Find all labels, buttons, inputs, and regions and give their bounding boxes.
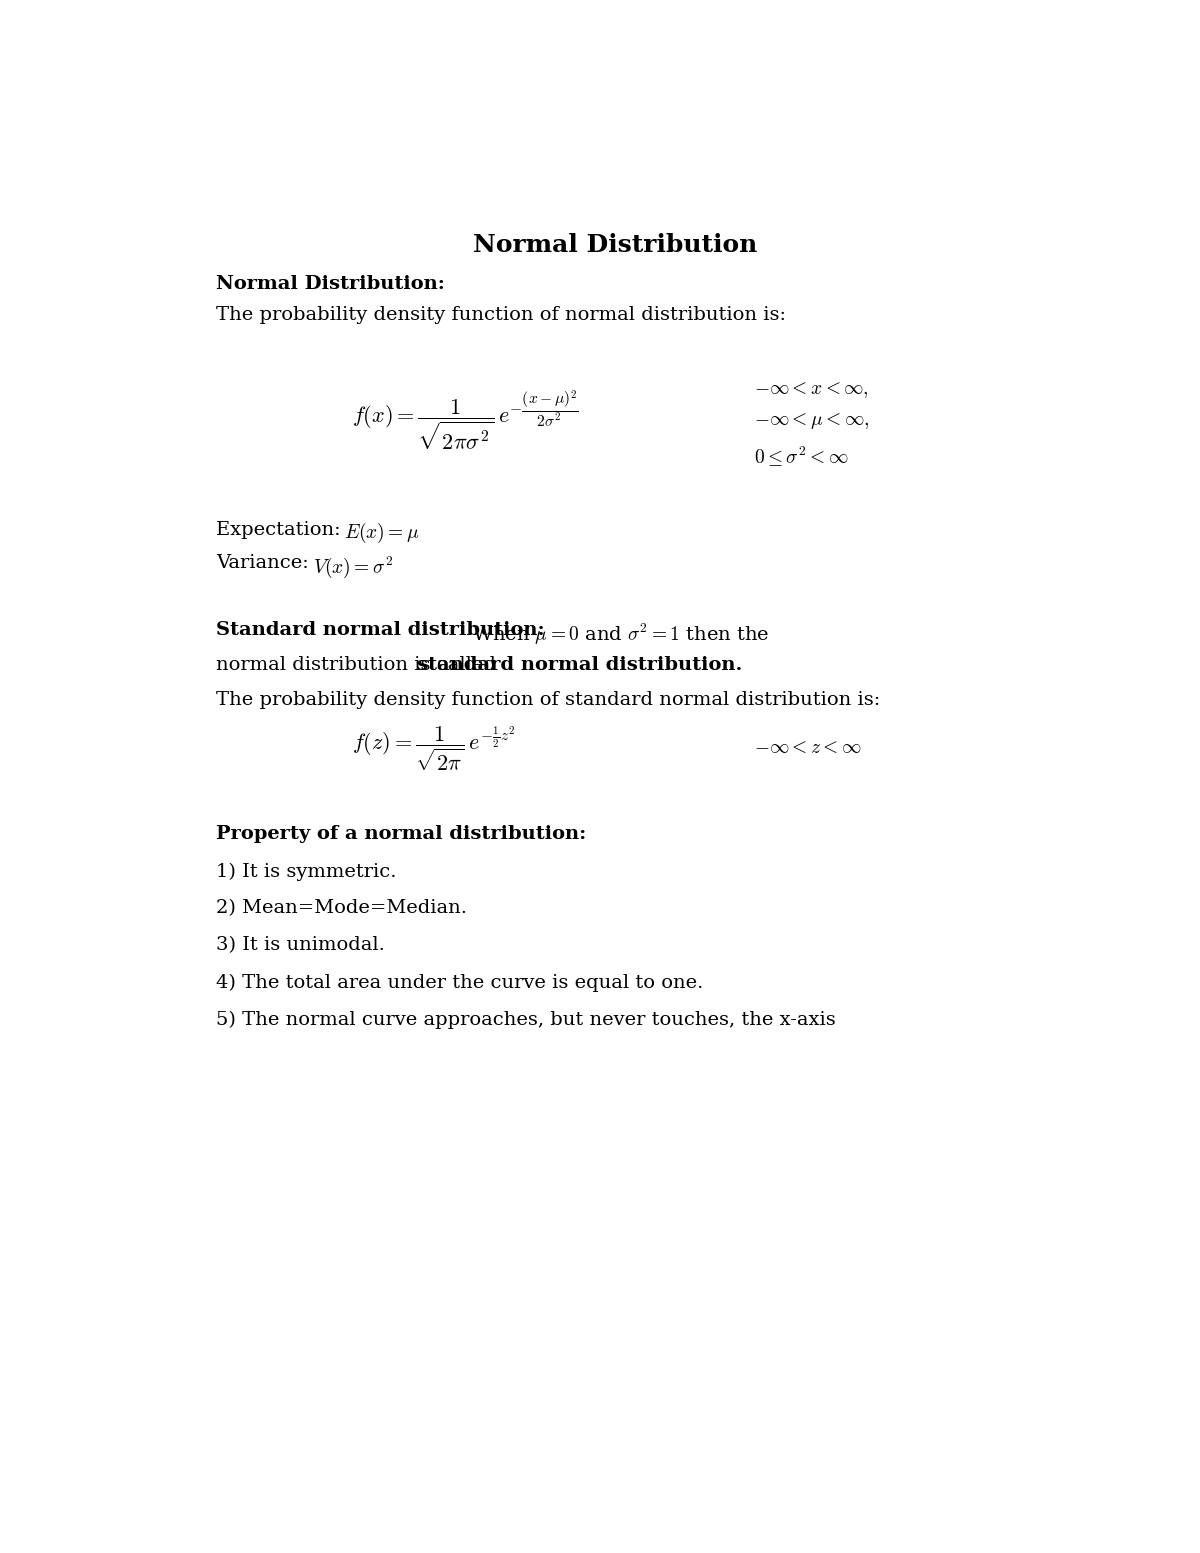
Text: Expectation:: Expectation:: [216, 522, 347, 539]
Text: $f(z) = \dfrac{1}{\sqrt{2\pi}}\,e^{-\frac{1}{2}z^2}$: $f(z) = \dfrac{1}{\sqrt{2\pi}}\,e^{-\fra…: [352, 724, 515, 773]
Text: Property of a normal distribution:: Property of a normal distribution:: [216, 826, 586, 843]
Text: Standard normal distribution:: Standard normal distribution:: [216, 621, 545, 640]
Text: The probability density function of standard normal distribution is:: The probability density function of stan…: [216, 691, 880, 708]
Text: The probability density function of normal distribution is:: The probability density function of norm…: [216, 306, 786, 323]
Text: Normal Distribution:: Normal Distribution:: [216, 275, 445, 294]
Text: When $\mu = 0$ and $\sigma^2 = 1$ then the: When $\mu = 0$ and $\sigma^2 = 1$ then t…: [472, 621, 769, 646]
Text: $f(x) = \dfrac{1}{\sqrt{2\pi\sigma^2}}\,e^{-\dfrac{(x-\mu)^2}{2\sigma^2}}$: $f(x) = \dfrac{1}{\sqrt{2\pi\sigma^2}}\,…: [352, 390, 578, 453]
Text: $E(x) = \mu$: $E(x) = \mu$: [343, 522, 420, 545]
Text: 3) It is unimodal.: 3) It is unimodal.: [216, 936, 385, 955]
Text: $0 \leq \sigma^2 < \infty$: $0 \leq \sigma^2 < \infty$: [755, 444, 850, 467]
Text: 2) Mean=Mode=Median.: 2) Mean=Mode=Median.: [216, 899, 467, 918]
Text: normal distribution is called: normal distribution is called: [216, 655, 502, 674]
Text: 5) The normal curve approaches, but never touches, the x-axis: 5) The normal curve approaches, but neve…: [216, 1011, 835, 1028]
Text: 4) The total area under the curve is equal to one.: 4) The total area under the curve is equ…: [216, 974, 703, 991]
Text: Normal Distribution: Normal Distribution: [473, 233, 757, 256]
Text: $-\infty < \mu < \infty,$: $-\infty < \mu < \infty,$: [755, 412, 870, 432]
Text: $V(x) = \sigma^2$: $V(x) = \sigma^2$: [313, 554, 392, 579]
Text: 1) It is symmetric.: 1) It is symmetric.: [216, 862, 396, 881]
Text: Variance:: Variance:: [216, 554, 314, 573]
Text: standard normal distribution.: standard normal distribution.: [418, 655, 743, 674]
Text: $-\infty < x < \infty,$: $-\infty < x < \infty,$: [755, 380, 870, 401]
Text: $-\infty < z < \infty$: $-\infty < z < \infty$: [755, 739, 863, 758]
